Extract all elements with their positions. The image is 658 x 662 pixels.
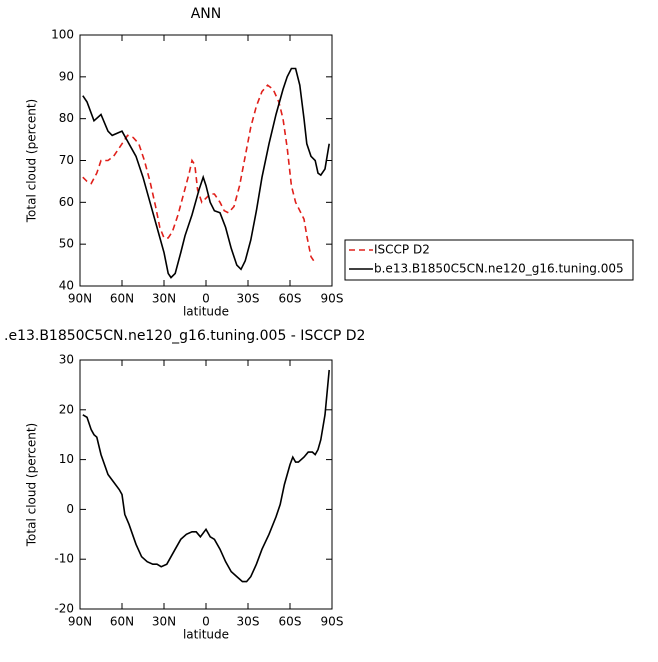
chart-title: ANN (191, 6, 222, 22)
y-tick-label: -20 (54, 602, 74, 616)
y-tick-label: -10 (54, 552, 74, 566)
y-tick-label: 0 (66, 502, 74, 516)
x-tick-label: 60N (110, 292, 134, 306)
legend-box (344, 239, 634, 281)
data-line (82, 67, 330, 279)
x-tick-label: 30S (237, 615, 260, 629)
legend-label: ISCCP D2 (374, 243, 430, 257)
x-tick-label: 30S (237, 292, 260, 306)
x-tick-label: 60S (279, 292, 302, 306)
x-tick-label: 90S (321, 615, 344, 629)
y-tick-label: 90 (59, 69, 74, 83)
x-tick-label: 60N (110, 615, 134, 629)
data-line (82, 369, 330, 583)
y-axis-label: Total cloud (percent) (25, 99, 39, 223)
data-line (82, 84, 316, 264)
y-tick-label: 80 (59, 111, 74, 125)
y-tick-label: 70 (59, 153, 74, 167)
x-tick-label: 30N (152, 615, 176, 629)
x-tick-label: 0 (202, 292, 210, 306)
x-axis-label: latitude (183, 628, 229, 642)
plot-frame (79, 34, 333, 287)
x-tick-label: 90N (68, 615, 92, 629)
y-tick-label: 40 (59, 279, 74, 293)
y-tick-label: 100 (51, 28, 74, 42)
x-tick-label: 60S (279, 615, 302, 629)
y-tick-label: 10 (59, 452, 74, 466)
y-tick-label: 30 (59, 353, 74, 367)
y-axis-label: Total cloud (percent) (25, 423, 39, 547)
y-tick-label: 20 (59, 402, 74, 416)
x-tick-label: 30N (152, 292, 176, 306)
y-tick-label: 60 (59, 195, 74, 209)
legend-label: b.e13.B1850C5CN.ne120_g16.tuning.005 (374, 262, 624, 276)
x-axis-label: latitude (183, 305, 229, 319)
x-tick-label: 0 (202, 615, 210, 629)
plot-frame (79, 359, 333, 610)
y-tick-label: 50 (59, 237, 74, 251)
x-tick-label: 90S (321, 292, 344, 306)
chart-title: .e13.B1850C5CN.ne120_g16.tuning.005 - IS… (4, 328, 365, 344)
x-tick-label: 90N (68, 292, 92, 306)
